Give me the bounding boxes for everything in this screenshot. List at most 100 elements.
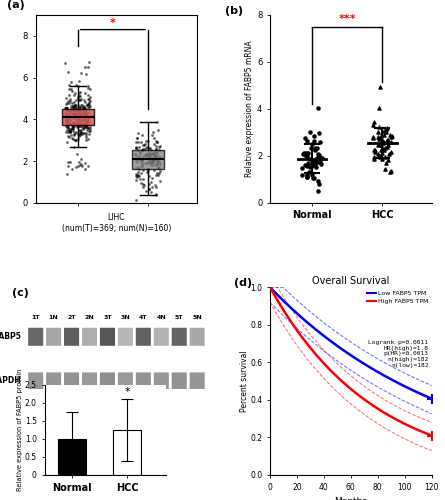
Point bbox=[154, 158, 161, 166]
Point bbox=[137, 154, 144, 162]
Point bbox=[71, 129, 78, 137]
Point bbox=[75, 82, 82, 90]
Point bbox=[80, 130, 87, 138]
Point bbox=[303, 152, 310, 160]
Point bbox=[143, 138, 150, 145]
Point bbox=[63, 116, 70, 124]
Point bbox=[152, 138, 159, 145]
Point bbox=[148, 174, 155, 182]
Point bbox=[145, 158, 152, 166]
Point bbox=[147, 153, 154, 161]
Point bbox=[71, 136, 78, 144]
Point bbox=[84, 84, 91, 92]
Point bbox=[153, 168, 160, 176]
Point bbox=[71, 104, 78, 112]
Point bbox=[85, 124, 92, 132]
Point bbox=[65, 99, 72, 107]
Point bbox=[382, 128, 389, 136]
Point bbox=[311, 138, 318, 145]
FancyBboxPatch shape bbox=[46, 328, 61, 346]
Point bbox=[69, 119, 76, 127]
Point bbox=[153, 138, 160, 145]
FancyBboxPatch shape bbox=[154, 372, 169, 389]
Point bbox=[308, 144, 315, 152]
Point bbox=[86, 118, 93, 126]
Point bbox=[156, 142, 163, 150]
Point bbox=[73, 110, 80, 118]
Point bbox=[388, 138, 395, 146]
Point bbox=[77, 96, 84, 104]
Point bbox=[81, 110, 89, 118]
Point bbox=[379, 140, 386, 147]
Point bbox=[76, 106, 83, 114]
Point bbox=[384, 136, 392, 144]
FancyBboxPatch shape bbox=[82, 372, 97, 389]
Point bbox=[148, 160, 155, 168]
Point bbox=[316, 180, 323, 188]
Point bbox=[67, 85, 74, 93]
Legend: Low FABP5 TPM, High FABP5 TPM: Low FABP5 TPM, High FABP5 TPM bbox=[364, 288, 431, 306]
Point bbox=[152, 142, 159, 150]
Point bbox=[65, 106, 72, 114]
Point bbox=[132, 172, 139, 180]
Point bbox=[69, 104, 77, 112]
Point bbox=[74, 135, 81, 143]
Point bbox=[85, 116, 92, 124]
Point bbox=[304, 173, 311, 181]
Point bbox=[384, 156, 392, 164]
Point bbox=[72, 136, 79, 143]
Point bbox=[75, 92, 82, 100]
Point bbox=[68, 119, 75, 127]
Point bbox=[144, 154, 151, 162]
Point bbox=[77, 155, 84, 163]
Point bbox=[312, 146, 319, 154]
Point bbox=[63, 117, 70, 125]
Point bbox=[382, 159, 389, 167]
Point bbox=[315, 187, 322, 195]
Point bbox=[301, 161, 308, 169]
Point bbox=[64, 118, 71, 126]
Point bbox=[307, 164, 314, 172]
Point bbox=[64, 115, 71, 123]
Point bbox=[75, 158, 82, 166]
Point bbox=[156, 164, 163, 172]
Point bbox=[132, 150, 139, 158]
Point bbox=[144, 168, 151, 175]
Point bbox=[63, 119, 70, 127]
Point bbox=[72, 110, 79, 118]
Point bbox=[80, 115, 87, 123]
Point bbox=[79, 116, 86, 124]
Bar bbox=[113, 430, 141, 475]
Point bbox=[82, 133, 89, 141]
Point bbox=[85, 82, 92, 90]
Point bbox=[83, 118, 90, 126]
Point bbox=[139, 175, 146, 183]
Point bbox=[140, 183, 147, 191]
Point bbox=[65, 81, 73, 89]
Point bbox=[154, 172, 162, 179]
Text: FABP5: FABP5 bbox=[0, 332, 21, 342]
Point bbox=[70, 120, 77, 128]
Point bbox=[143, 159, 150, 167]
Point bbox=[80, 104, 87, 112]
Point bbox=[81, 108, 88, 116]
Point bbox=[71, 108, 78, 116]
Point bbox=[145, 156, 152, 164]
Point bbox=[310, 174, 317, 182]
Point bbox=[79, 116, 86, 124]
Point bbox=[84, 112, 91, 120]
Point bbox=[83, 126, 90, 134]
Point bbox=[77, 130, 84, 138]
Point bbox=[133, 144, 140, 152]
Point bbox=[140, 141, 147, 149]
Point bbox=[77, 126, 84, 134]
Y-axis label: Relative expression of FABP5 mRNA: Relative expression of FABP5 mRNA bbox=[245, 40, 254, 177]
Point bbox=[141, 145, 148, 153]
Point bbox=[314, 154, 321, 162]
Point bbox=[85, 108, 93, 116]
Point bbox=[65, 68, 72, 76]
Point bbox=[139, 145, 146, 153]
Point bbox=[71, 108, 78, 116]
Point bbox=[72, 114, 79, 122]
Point bbox=[73, 116, 80, 124]
